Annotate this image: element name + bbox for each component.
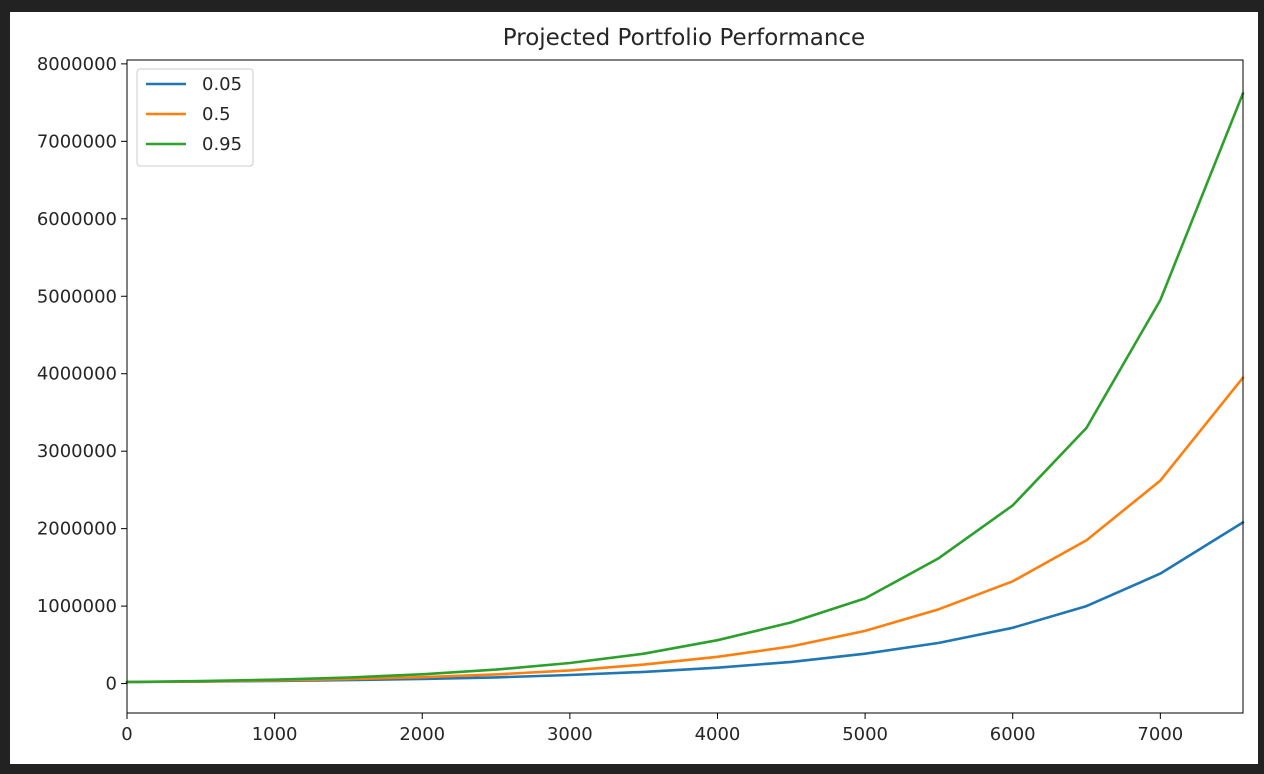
legend-box — [136, 68, 254, 167]
series-point-0_5-13 — [1085, 539, 1088, 542]
series-line-0_95 — [125, 92, 1245, 684]
y-tick-label: 2000000 — [37, 519, 117, 540]
legend: 0.05 0.5 0.95 — [136, 68, 254, 167]
y-tick-label: 4000000 — [37, 364, 117, 385]
series-point-0_5-6 — [569, 669, 571, 672]
series-point-0_95-7 — [642, 652, 645, 655]
series-point-0_95-6 — [569, 662, 571, 664]
legend-label: 0.5 — [202, 104, 231, 125]
series-point-0_05-12 — [1011, 626, 1014, 629]
y-tick-label: 1000000 — [37, 596, 117, 617]
series-point-0_5-7 — [642, 663, 645, 666]
y-tick-label: 8000000 — [37, 54, 117, 75]
legend-label: 0.05 — [202, 74, 242, 95]
chart-figure: Projected Portfolio Performance 0 1000 200… — [10, 12, 1258, 764]
series-point-0_05-11 — [938, 642, 940, 644]
x-tick-label: 0 — [121, 724, 132, 745]
series-point-0_05-7 — [642, 671, 645, 673]
series-point-0_95-3 — [347, 676, 350, 679]
y-axis: 0 1000000 2000000 3000000 4000000 5000000 6000… — [37, 54, 127, 695]
x-tick-label: 1000 — [252, 724, 298, 745]
series-point-0_95-5 — [495, 668, 497, 671]
chart-title: Projected Portfolio Performance — [503, 25, 865, 51]
series-point-0_95-13 — [1085, 427, 1088, 429]
x-tick-label: 4000 — [695, 724, 741, 745]
series-point-0_05-9 — [790, 661, 793, 663]
series-point-0_95-1 — [199, 680, 202, 682]
y-tick-label: 0 — [106, 674, 117, 695]
y-tick-label: 5000000 — [37, 286, 117, 307]
series-point-0_5-9 — [790, 645, 793, 648]
series-point-0_05-13 — [1085, 605, 1088, 607]
series-point-0_5-10 — [864, 630, 866, 632]
series-line-0_5 — [125, 376, 1245, 684]
series-point-0_5-4 — [421, 676, 424, 679]
plot-area-frame — [126, 59, 1244, 714]
series-point-0_05-5 — [495, 676, 497, 679]
legend-label: 0.95 — [202, 134, 242, 155]
series-point-0_95-11 — [938, 557, 940, 559]
y-tick-label: 7000000 — [37, 131, 117, 152]
x-axis: 0 1000 2000 3000 4000 5000 6000 7000 — [121, 713, 1183, 745]
series-point-0_05-14 — [1159, 572, 1162, 575]
x-tick-label: 6000 — [990, 724, 1036, 745]
x-tick-label: 2000 — [399, 724, 445, 745]
x-tick-label: 3000 — [547, 724, 593, 745]
series-point-0_95-12 — [1011, 504, 1014, 507]
x-tick-label: 7000 — [1137, 724, 1183, 745]
series-point-0_95-9 — [790, 621, 793, 624]
series-point-0_5-8 — [716, 655, 719, 658]
series-point-0_95-4 — [421, 673, 424, 676]
series-point-0_5-14 — [1159, 479, 1162, 482]
chart-canvas: Projected Portfolio Performance 0 1000 200… — [37, 25, 1245, 745]
series-point-0_5-5 — [495, 673, 497, 676]
series-point-0_95-10 — [864, 597, 866, 600]
series-point-0_05-10 — [864, 652, 866, 655]
series-layer — [125, 92, 1245, 684]
series-point-0_05-8 — [716, 666, 719, 669]
series-point-0_5-11 — [938, 608, 940, 611]
y-tick-label: 3000000 — [37, 441, 117, 462]
series-point-0_95-2 — [273, 678, 276, 681]
x-tick-label: 5000 — [842, 724, 888, 745]
series-point-0_95-14 — [1159, 299, 1162, 301]
series-point-0_5-12 — [1011, 580, 1014, 583]
series-point-0_95-8 — [716, 639, 719, 642]
y-tick-label: 6000000 — [37, 209, 117, 230]
series-point-0_05-6 — [569, 674, 571, 676]
